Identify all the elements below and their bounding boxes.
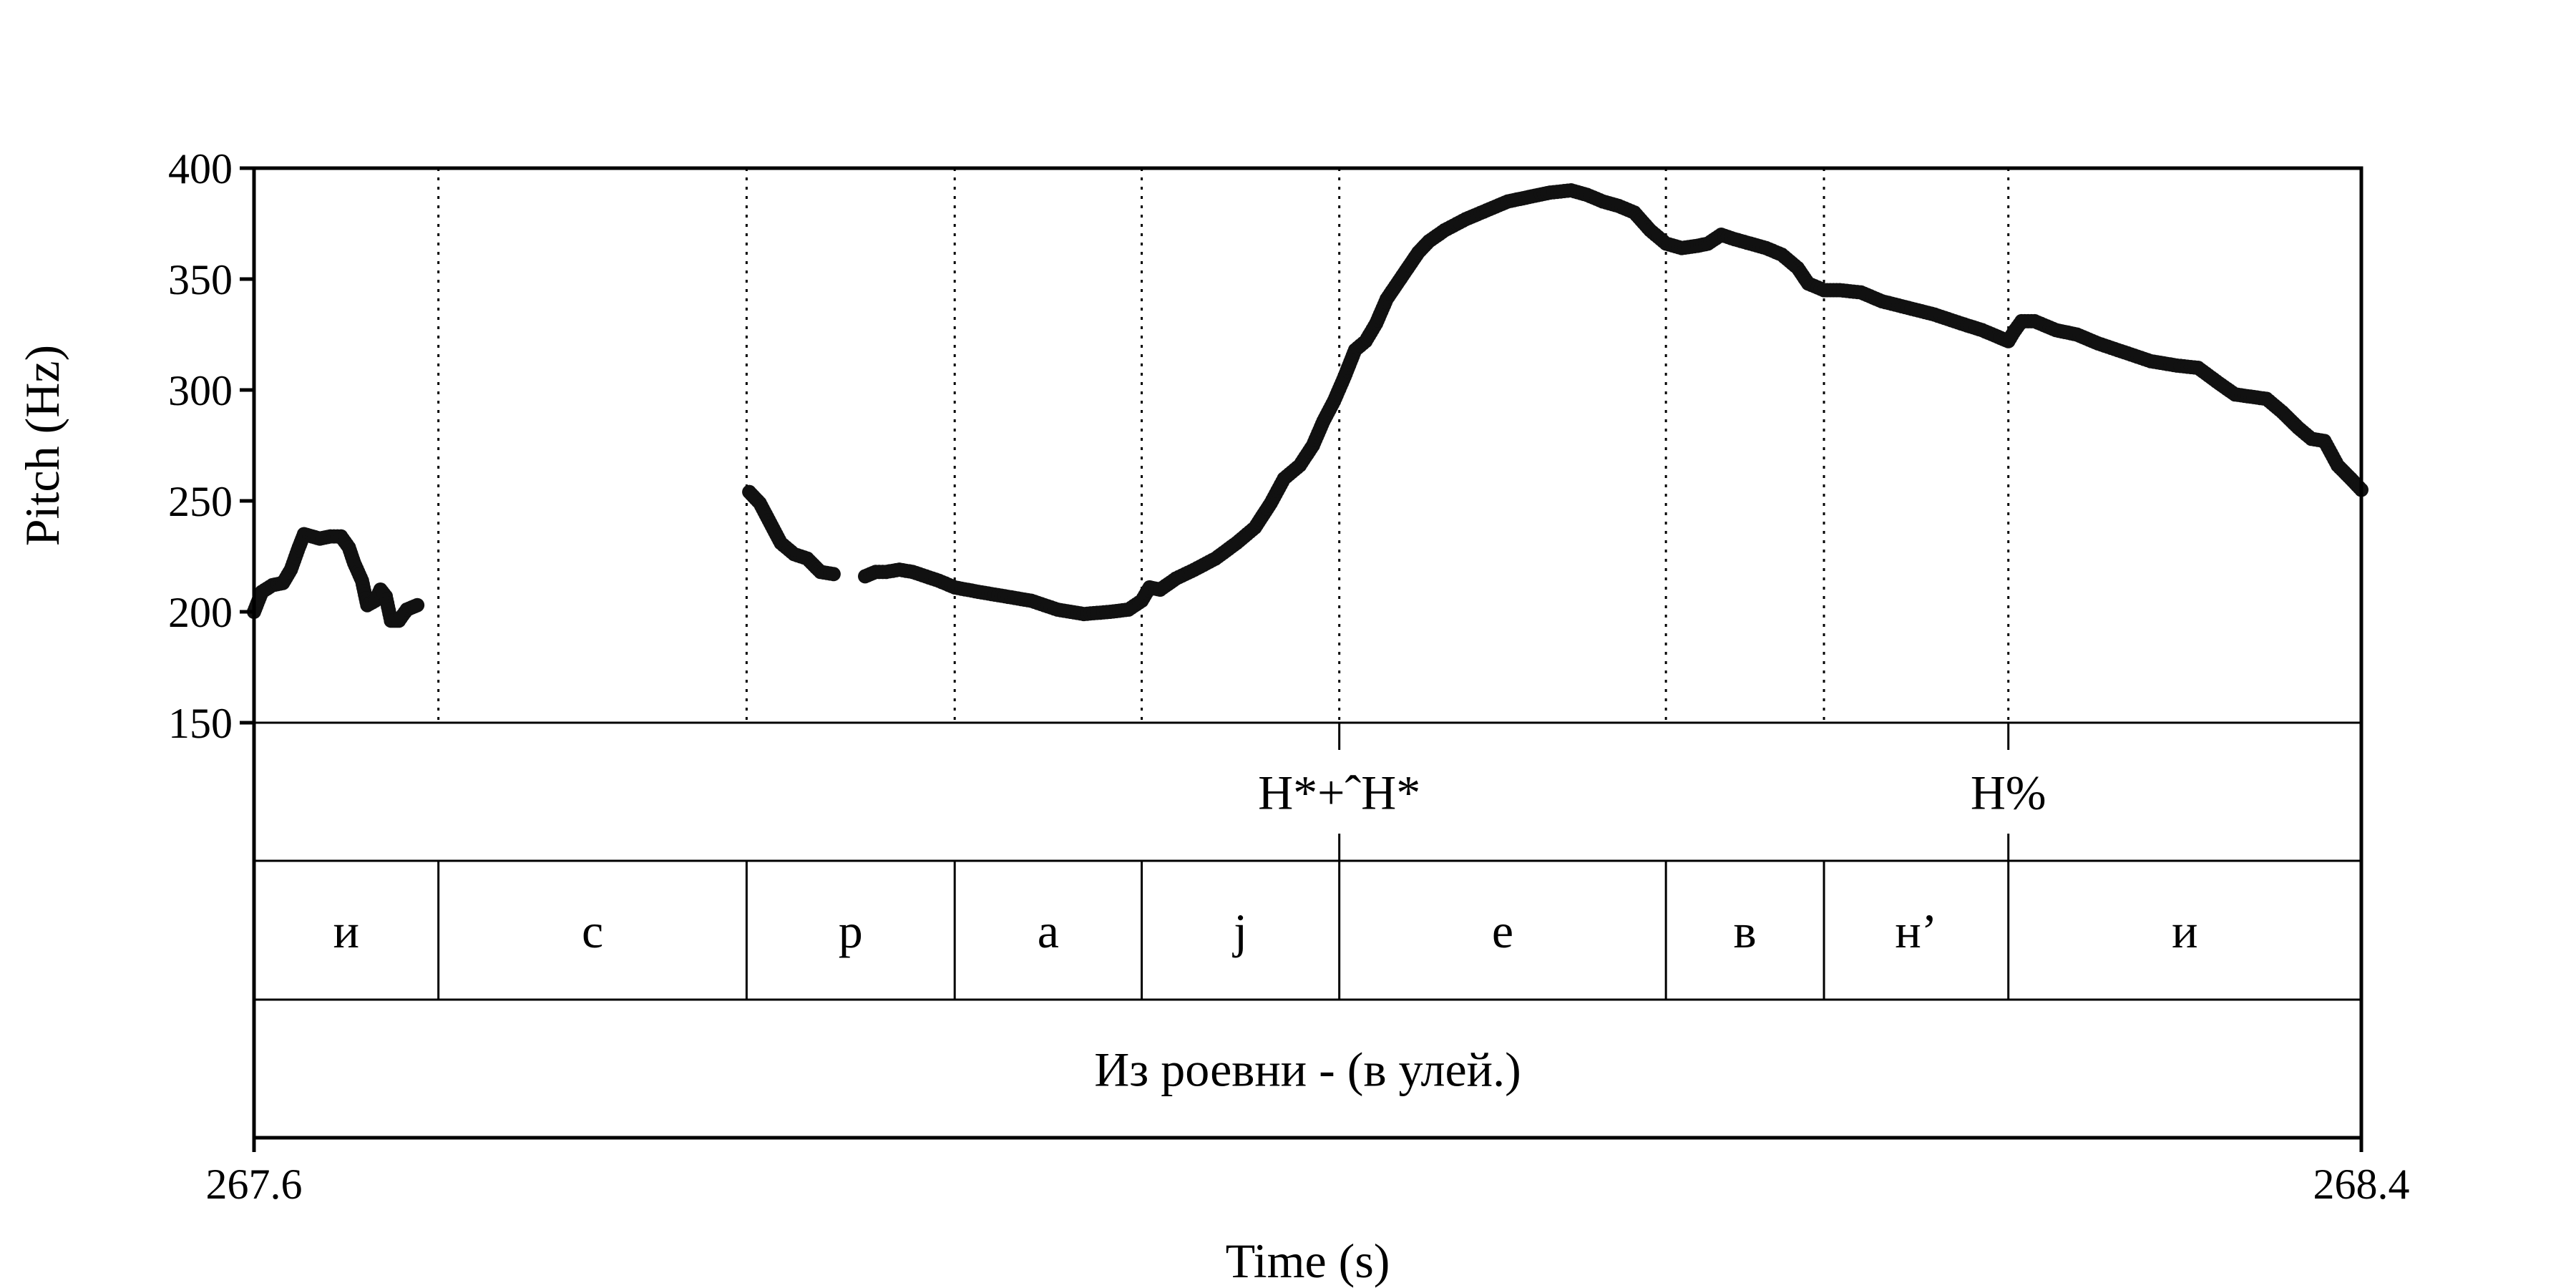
y-tick-label: 150 xyxy=(168,700,233,747)
y-tick-label: 400 xyxy=(168,145,233,192)
pitch-track xyxy=(247,183,2368,628)
pitch-point xyxy=(410,597,425,613)
tone-label: H*+ˆH* xyxy=(1258,766,1420,820)
segment-label: и xyxy=(333,904,359,958)
segment-label: в xyxy=(1734,904,1757,958)
segment-label: е xyxy=(1492,904,1513,958)
y-tick-label: 300 xyxy=(168,367,233,414)
y-axis-title: Pitch (Hz) xyxy=(15,345,69,546)
segment-label: а xyxy=(1038,904,1059,958)
tone-label: H% xyxy=(1971,766,2046,820)
y-tick-label: 200 xyxy=(168,589,233,636)
tier-grid xyxy=(254,721,2361,1001)
x-tick-label: 268.4 xyxy=(2313,1161,2410,1208)
segment-boundaries xyxy=(437,168,2010,1000)
segment-label: j xyxy=(1232,904,1247,958)
x-tick-label: 267.6 xyxy=(206,1161,303,1208)
axis-ticks xyxy=(240,166,2363,1152)
segment-label: н’ xyxy=(1895,904,1937,958)
pitch-point xyxy=(826,567,841,582)
x-axis-title: Time (s) xyxy=(1226,1234,1390,1288)
sentence-label: Из роевни - (в улей.) xyxy=(1094,1043,1521,1097)
chart-labels: 150 200 250 300 350 400 267.6 268.4 Time (s) Pitc… xyxy=(15,145,2410,1288)
segment-label: с xyxy=(582,904,603,958)
segment-label: р xyxy=(839,904,863,958)
segment-label: и xyxy=(2172,904,2197,958)
y-tick-label: 250 xyxy=(168,478,233,525)
plot-frame xyxy=(252,166,2363,1140)
y-tick-label: 350 xyxy=(168,256,233,303)
